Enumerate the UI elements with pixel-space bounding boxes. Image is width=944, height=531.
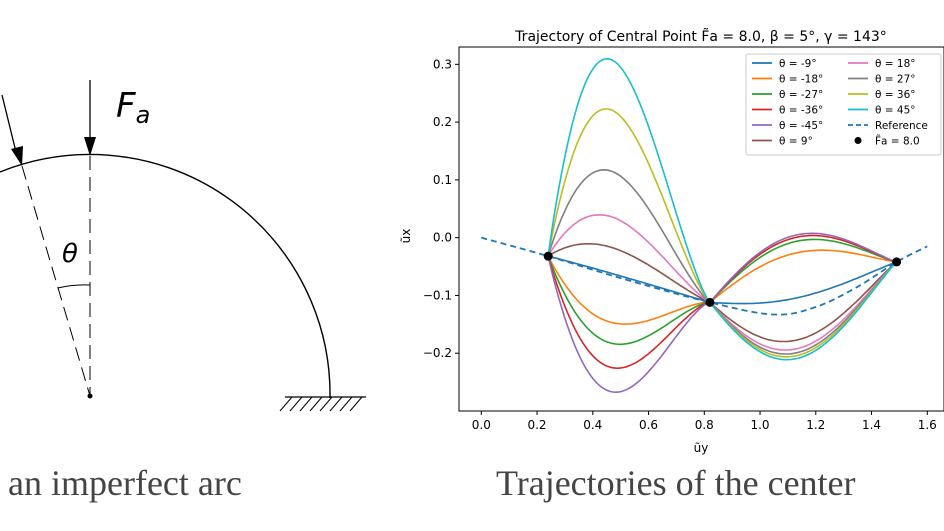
arc-center-point	[87, 393, 93, 399]
legend-label: θ = -18°	[779, 74, 823, 86]
key-point-marker	[543, 251, 553, 261]
y-tick-label: 0.0	[433, 231, 452, 245]
legend-label: θ = 18°	[875, 58, 916, 70]
legend-label: F̃a = 8.0	[875, 135, 920, 148]
axis-ticks: 0.0 0.2 0.4 0.6 0.8 1.0 1.2 1.4 1.6 0.3 0.2 0.1 0.0 −…	[423, 57, 937, 432]
chart-title: Trajectory of Central Point F̃a = 8.0, β…	[514, 28, 887, 45]
inclined-force-arrowhead	[11, 146, 23, 166]
chart-panel: Trajectory of Central Point F̃a = 8.0, β…	[399, 0, 944, 527]
y-tick-label: −0.1	[423, 288, 452, 302]
legend-label: θ = 36°	[875, 89, 916, 101]
arc-diagram: Fa θ	[0, 80, 366, 412]
legend-label: θ = -27°	[779, 89, 823, 101]
x-tick-label: 1.0	[750, 418, 769, 432]
inclined-dashed-axis	[21, 165, 91, 397]
x-tick-label: 0.6	[639, 418, 658, 432]
angle-label: θ	[62, 239, 78, 269]
x-axis-label: ũy	[694, 441, 709, 455]
key-point-marker	[892, 257, 902, 267]
force-arrowhead	[84, 137, 96, 156]
legend-label: θ = 45°	[875, 105, 916, 117]
y-tick-label: 0.2	[433, 115, 452, 129]
key-point-marker	[705, 297, 715, 307]
y-tick-label: −0.2	[423, 346, 452, 360]
arc-diagram-panel: Fa θ an imperfect arc	[0, 0, 400, 527]
left-caption: an imperfect arc	[8, 463, 242, 503]
legend-marker	[854, 137, 862, 144]
legend-label: θ = -36°	[779, 105, 823, 117]
legend-label: θ = -9°	[779, 58, 817, 70]
x-tick-label: 0.4	[583, 418, 602, 432]
legend-box	[745, 53, 942, 156]
support-hatching	[279, 396, 363, 412]
x-tick-label: 1.4	[862, 418, 881, 432]
y-tick-label: 0.1	[433, 173, 452, 187]
legend-label: θ = 9°	[779, 136, 813, 148]
legend-label: Reference	[875, 120, 928, 132]
right-caption: Trajectories of the center	[496, 463, 856, 503]
series-line	[547, 234, 897, 370]
angle-arc	[57, 284, 91, 289]
y-tick-label: 0.3	[433, 57, 452, 71]
x-tick-label: 1.6	[918, 418, 937, 432]
plot-frame	[458, 46, 944, 412]
x-tick-label: 0.0	[472, 418, 491, 432]
legend: θ = -9° θ = -18° θ = -27° θ = -36° θ = -45° θ…	[745, 53, 942, 156]
arc-curve	[0, 153, 331, 399]
x-tick-label: 0.8	[695, 418, 714, 432]
x-tick-label: 0.2	[527, 418, 546, 432]
reference-line	[481, 236, 928, 316]
legend-label: θ = 27°	[875, 74, 916, 86]
series-line	[548, 255, 897, 305]
x-tick-label: 1.2	[806, 418, 825, 432]
trajectory-chart: Trajectory of Central Point F̃a = 8.0, β…	[399, 28, 944, 455]
inclined-force-line	[1, 94, 17, 153]
markers-layer	[543, 251, 902, 307]
force-label: Fa	[116, 86, 150, 129]
legend-label: θ = -45°	[779, 120, 823, 132]
y-axis-label: ũx	[400, 229, 413, 244]
